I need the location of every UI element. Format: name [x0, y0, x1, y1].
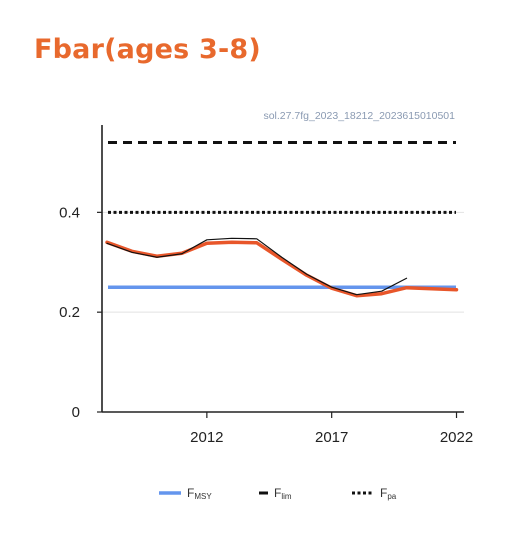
- legend-item-flim: Flim: [259, 486, 292, 501]
- y-tick-label-1: 0.2: [59, 304, 80, 321]
- page-title: Fbar(ages 3-8): [34, 34, 261, 65]
- series-line-0: [105, 240, 459, 298]
- legend-label-fpa: Fpa: [380, 486, 397, 501]
- chart-caption: sol.27.7fg_2023_18212_2023615010501: [263, 110, 455, 122]
- x-tick-label-1: 2017: [315, 429, 348, 446]
- legend-label-fmsy: FMSY: [187, 486, 212, 501]
- series-line-1: [106, 237, 408, 296]
- legend-label-flim: Flim: [274, 486, 292, 501]
- legend-item-fmsy: FMSY: [159, 486, 212, 501]
- y-tick-label-0: 0: [72, 404, 80, 421]
- x-tick-label-0: 2012: [190, 429, 223, 446]
- x-tick-label-2: 2022: [440, 429, 473, 446]
- y-tick-label-2: 0.4: [59, 204, 80, 221]
- legend-item-fpa: Fpa: [352, 486, 397, 501]
